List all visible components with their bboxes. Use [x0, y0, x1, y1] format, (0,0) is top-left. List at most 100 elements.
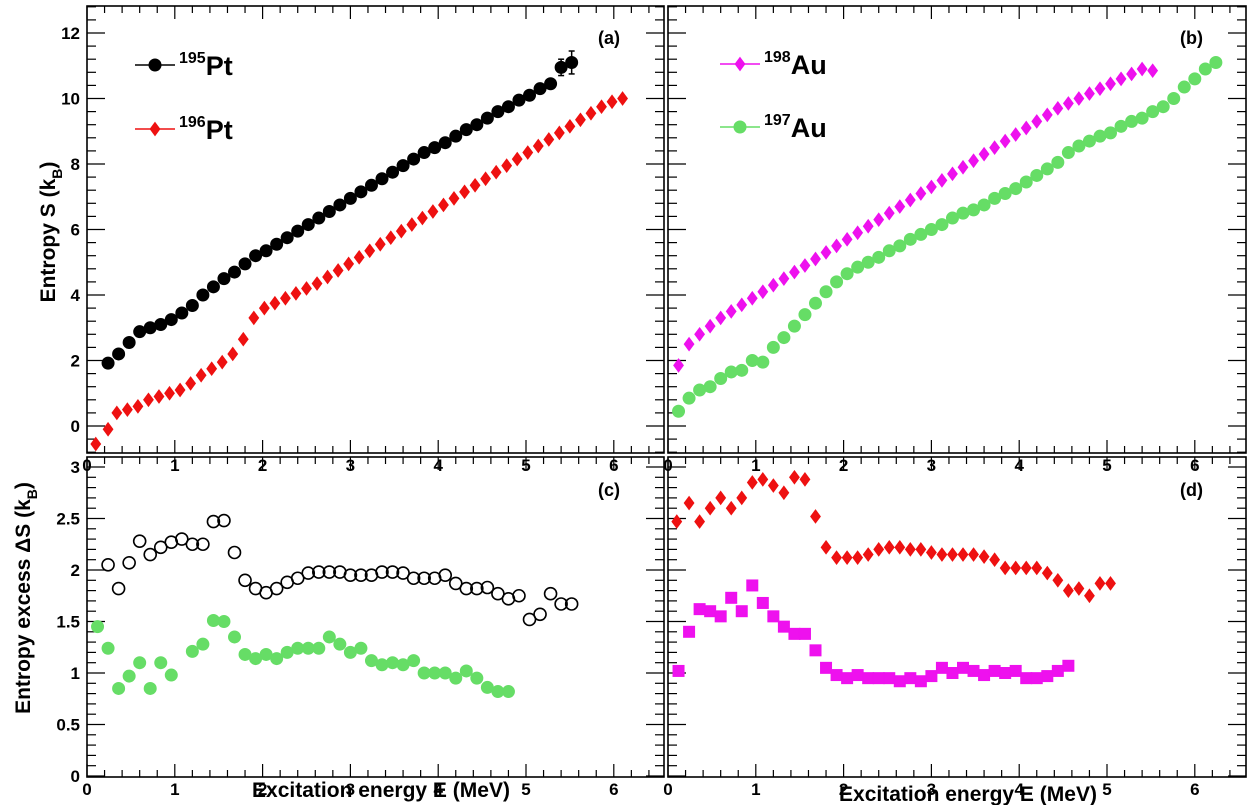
- x-tick-label: 5: [521, 780, 530, 799]
- data-point: [968, 153, 979, 169]
- data-point: [777, 331, 791, 345]
- data-point: [154, 317, 168, 331]
- data-point: [683, 336, 695, 352]
- data-point: [322, 204, 336, 218]
- x-tick-label: 3: [927, 780, 936, 799]
- data-point: [757, 472, 769, 487]
- data-point: [672, 404, 686, 418]
- data-point: [258, 300, 270, 316]
- data-point: [810, 251, 821, 267]
- data-point: [270, 652, 284, 666]
- data-point: [798, 308, 812, 322]
- data-point: [978, 549, 990, 564]
- data-point: [270, 237, 284, 251]
- x-tick-label: 2: [839, 780, 848, 799]
- data-point: [90, 436, 102, 452]
- data-point: [1031, 114, 1043, 129]
- y-tick-label: 0: [71, 417, 80, 436]
- data-point: [820, 245, 832, 260]
- data-point: [736, 490, 748, 506]
- data-point: [820, 539, 832, 555]
- data-point: [101, 356, 115, 370]
- data-point: [724, 365, 738, 379]
- data-point: [101, 558, 115, 572]
- data-point: [480, 580, 495, 595]
- data-point: [1094, 81, 1106, 97]
- data-point: [1209, 55, 1223, 69]
- data-point: [777, 620, 790, 633]
- data-point: [543, 132, 555, 147]
- data-point: [978, 146, 990, 162]
- data-point: [715, 490, 727, 506]
- data-point: [977, 198, 991, 212]
- data-point: [269, 295, 281, 311]
- data-point: [312, 211, 326, 225]
- data-point: [672, 664, 685, 677]
- data-point: [851, 669, 864, 682]
- data-point: [407, 152, 421, 166]
- data-point: [1019, 175, 1033, 189]
- data-point: [968, 547, 979, 562]
- data-point: [1009, 182, 1023, 196]
- data-point: [682, 391, 696, 405]
- data-point: [248, 310, 260, 326]
- plot-frame: [86, 5, 665, 454]
- data-point: [543, 586, 558, 601]
- data-point: [873, 542, 885, 557]
- data-point: [301, 218, 315, 232]
- data-point: [831, 238, 842, 254]
- data-point: [301, 281, 312, 296]
- data-point: [873, 212, 885, 228]
- data-point: [438, 666, 452, 680]
- data-point: [1020, 120, 1032, 136]
- data-point: [217, 272, 231, 286]
- data-point: [470, 118, 484, 132]
- data-point: [554, 60, 568, 74]
- data-point: [354, 568, 368, 582]
- data-point: [195, 367, 207, 383]
- data-point: [1167, 92, 1181, 105]
- data-point: [778, 271, 790, 286]
- data-point: [480, 111, 494, 125]
- data-point: [512, 588, 526, 603]
- data-point: [852, 225, 864, 241]
- data-point: [894, 199, 906, 214]
- y-tick-label: 6: [71, 221, 80, 240]
- data-point: [343, 256, 355, 272]
- data-point: [206, 514, 221, 529]
- data-point: [894, 539, 906, 555]
- y-tick-label: 10: [61, 90, 80, 109]
- data-point: [831, 550, 842, 565]
- data-point: [1082, 134, 1096, 148]
- data-point: [1115, 71, 1127, 87]
- data-point: [238, 257, 252, 271]
- data-point: [206, 280, 220, 294]
- data-point: [746, 579, 759, 592]
- data-point: [427, 204, 439, 219]
- data-point: [1062, 583, 1074, 598]
- legend-label: 198Au: [764, 49, 827, 80]
- y-tick-label: 3: [71, 458, 80, 477]
- data-point: [1040, 162, 1054, 176]
- panel-label: (d): [1180, 480, 1203, 500]
- data-point: [185, 298, 199, 312]
- data-point: [904, 672, 917, 685]
- data-point: [491, 586, 505, 601]
- svg-text:Entropy S (kB): Entropy S (kB): [37, 162, 65, 303]
- data-point: [428, 141, 442, 155]
- data-point: [386, 656, 400, 670]
- data-point: [1062, 659, 1075, 672]
- data-point: [449, 671, 463, 685]
- data-point: [862, 218, 874, 234]
- data-point: [820, 661, 833, 674]
- data-point: [935, 218, 949, 232]
- legend-entry: 197Au: [720, 112, 827, 143]
- data-point: [206, 361, 218, 377]
- y-tick-label: 0.5: [56, 716, 80, 735]
- data-point: [757, 284, 769, 300]
- data-point: [501, 100, 515, 114]
- data-point: [967, 664, 980, 677]
- data-point: [353, 249, 365, 265]
- data-point: [280, 231, 294, 245]
